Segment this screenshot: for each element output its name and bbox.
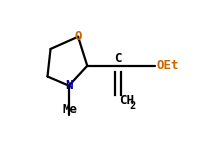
Text: O: O (74, 30, 82, 43)
Text: N: N (65, 79, 73, 92)
Text: Me: Me (63, 103, 78, 116)
Text: OEt: OEt (156, 59, 179, 72)
Text: 2: 2 (129, 101, 135, 111)
Text: C: C (114, 52, 122, 65)
Text: CH: CH (119, 94, 134, 107)
